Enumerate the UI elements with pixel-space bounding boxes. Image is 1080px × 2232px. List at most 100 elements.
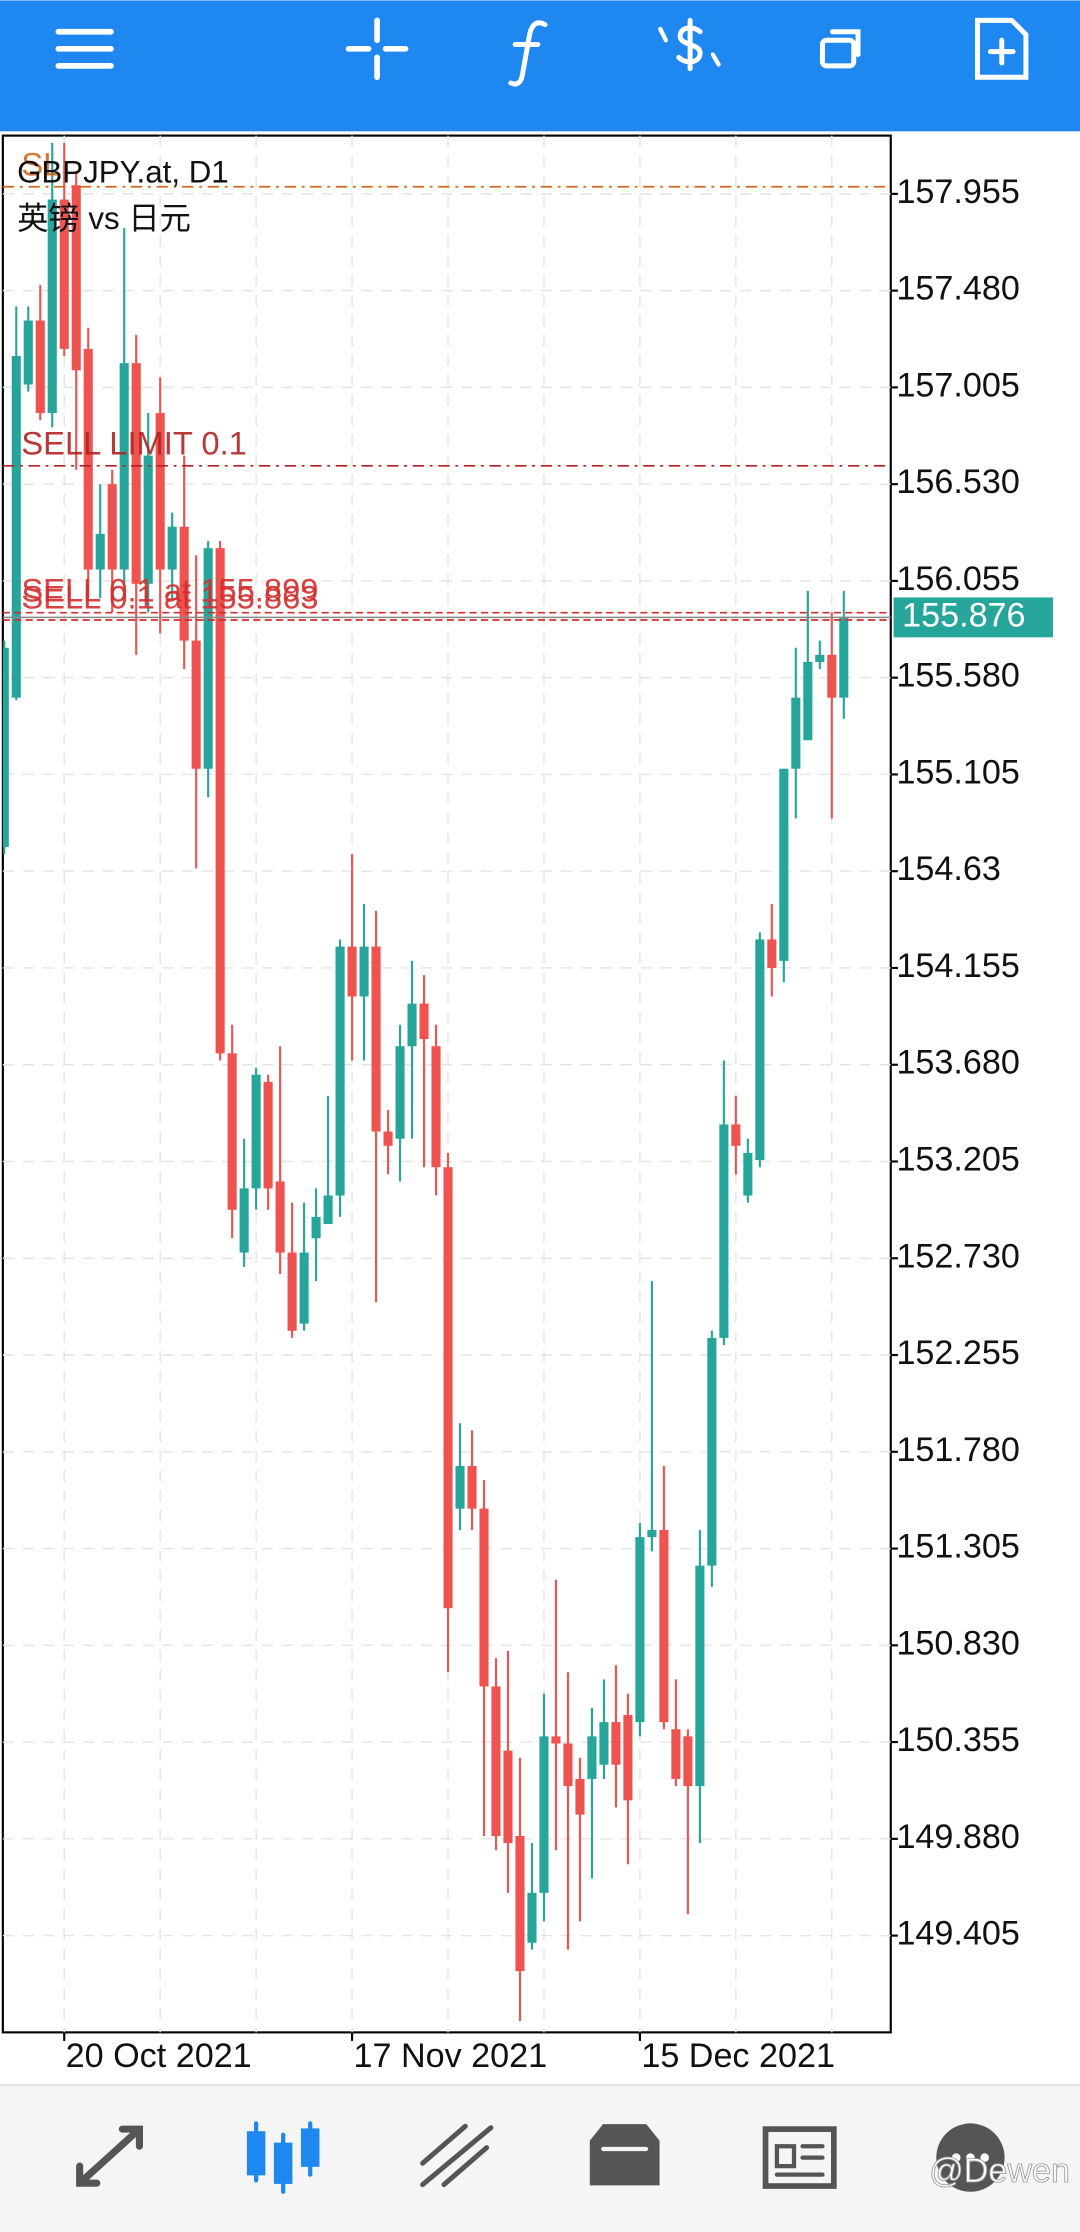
candle-body	[803, 661, 813, 741]
trade-tab[interactable]	[420, 2123, 494, 2188]
current-price-label: 155.876	[902, 596, 1025, 634]
plot-frame	[1, 134, 892, 2034]
candle-body	[371, 946, 381, 1132]
news-tab[interactable]	[762, 2126, 837, 2189]
candle-body	[107, 484, 117, 570]
candle-body	[539, 1736, 549, 1893]
candle-body	[431, 1046, 441, 1168]
y-tick-label: 156.055	[896, 560, 1019, 598]
candle-body	[587, 1736, 597, 1779]
top-toolbar	[0, 0, 1080, 132]
candle-body	[239, 1188, 249, 1253]
candle-body	[191, 640, 201, 769]
candle-body	[335, 946, 345, 1196]
candle-body	[563, 1743, 573, 1787]
y-tick-label: 157.480	[896, 270, 1019, 308]
candle-body	[35, 320, 45, 414]
candle-body	[167, 526, 177, 570]
candle-body	[611, 1722, 621, 1765]
candle-body	[227, 1053, 237, 1210]
candle-body	[251, 1074, 261, 1189]
candle-body	[179, 526, 189, 641]
y-tick-label: 149.405	[896, 1915, 1019, 1953]
x-tick-label: 20 Oct 2021	[66, 2037, 252, 2075]
y-tick-label: 155.580	[896, 657, 1019, 695]
quotes-tab[interactable]	[76, 2125, 144, 2187]
candle-body	[695, 1565, 705, 1787]
order-level-label: SELL LIMIT 0.1	[21, 425, 247, 462]
candle-body	[215, 548, 225, 1054]
candle-body	[827, 654, 837, 698]
watermark: @Dewen	[929, 2152, 1070, 2190]
candle-body	[683, 1736, 693, 1787]
candle-body	[263, 1081, 273, 1189]
candle-body	[287, 1252, 297, 1331]
candle-body	[83, 348, 93, 570]
candle-body	[491, 1686, 501, 1836]
candle-body	[131, 363, 141, 584]
candle-body	[731, 1124, 741, 1146]
order-level-label: SL	[21, 145, 61, 182]
candle-body	[791, 697, 801, 769]
candle-body	[299, 1252, 309, 1324]
candle-body	[155, 413, 165, 570]
candle-body	[311, 1216, 321, 1239]
candle-body	[2, 647, 9, 847]
candle-body	[95, 533, 105, 570]
candle-body	[455, 1466, 465, 1509]
candle-body	[383, 1131, 393, 1146]
candle-body	[647, 1530, 657, 1538]
chart-title: GBPJPY.at, D1	[17, 154, 229, 189]
crosshair-button[interactable]	[345, 17, 409, 81]
y-tick-label: 155.105	[896, 753, 1019, 791]
candle-body	[527, 1892, 537, 1943]
y-tick-label: 151.780	[896, 1431, 1019, 1469]
candle-body	[395, 1046, 405, 1139]
candle-body	[11, 356, 21, 698]
candle-body	[779, 768, 789, 961]
y-tick-label: 154.63	[896, 850, 1000, 888]
y-tick-label: 157.005	[896, 366, 1019, 404]
candle-body	[419, 1003, 429, 1040]
candle-body	[551, 1736, 561, 1744]
chart-tab[interactable]	[246, 2121, 320, 2194]
candle-body	[743, 1152, 753, 1196]
y-tick-label: 153.205	[896, 1141, 1019, 1179]
candle-body	[47, 199, 57, 414]
y-tick-label: 151.305	[896, 1528, 1019, 1566]
candle-body	[503, 1750, 513, 1844]
history-tab[interactable]	[589, 2124, 660, 2186]
candle-body	[71, 185, 81, 371]
candle-body	[755, 939, 765, 1161]
candle-body	[635, 1537, 645, 1723]
order-level-label: SELL 0.1 at 155.863	[21, 579, 318, 616]
candle-body	[275, 1181, 285, 1253]
candle-body	[59, 199, 69, 349]
candle-body	[359, 946, 369, 997]
candle-body	[599, 1722, 609, 1765]
x-tick-label: 15 Dec 2021	[641, 2037, 835, 2075]
candle-body	[767, 939, 777, 968]
indicators-button[interactable]	[508, 20, 548, 87]
chat-tab[interactable]	[936, 2123, 1005, 2192]
candle-body	[23, 320, 33, 385]
candle-body	[623, 1714, 633, 1801]
candle-body	[467, 1466, 477, 1509]
windows-button[interactable]	[819, 29, 861, 69]
x-tick-label: 17 Nov 2021	[353, 2037, 547, 2075]
candle-body	[839, 617, 849, 698]
new-order-button[interactable]	[975, 17, 1029, 80]
candle-body	[515, 1835, 525, 1972]
y-tick-label: 156.530	[896, 463, 1019, 501]
candle-body	[203, 548, 213, 769]
candle-body	[815, 654, 825, 662]
order-level-label: SELL 0.1 at 155.899	[21, 571, 318, 608]
y-tick-label: 150.830	[896, 1624, 1019, 1662]
menu-button[interactable]	[55, 28, 114, 69]
y-tick-label: 154.155	[896, 947, 1019, 985]
candle-body	[719, 1124, 729, 1338]
candle-body	[671, 1729, 681, 1779]
trade-button[interactable]	[658, 17, 721, 72]
y-tick-label: 157.955	[896, 173, 1019, 211]
